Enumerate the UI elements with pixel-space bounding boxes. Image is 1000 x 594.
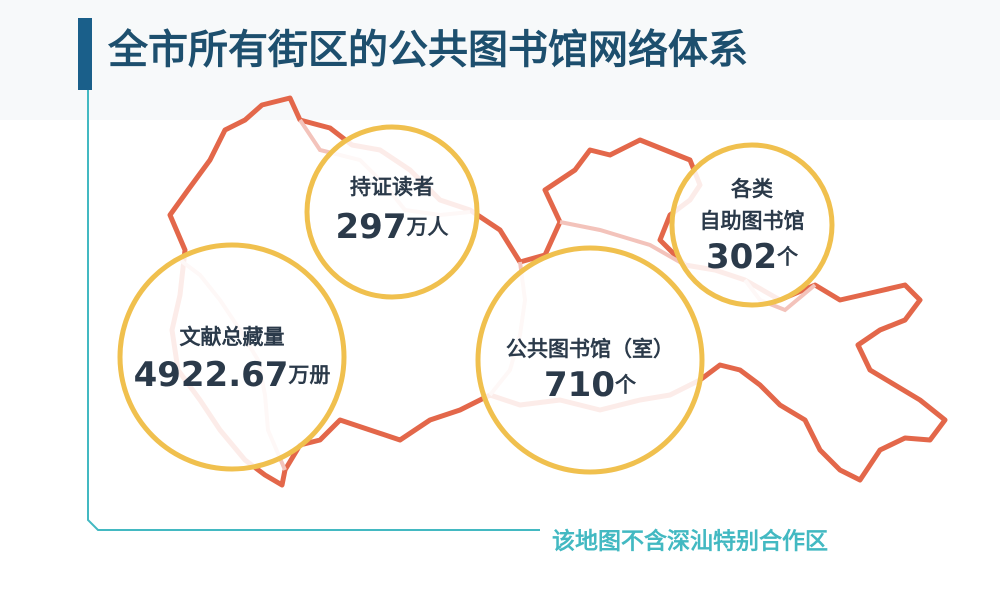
- guide-line: [87, 90, 540, 531]
- stat-value-line: 710个: [544, 365, 637, 405]
- stat-bubble: 持证读者 297万人: [304, 124, 480, 300]
- stat-unit: 万人: [405, 215, 448, 239]
- stat-unit: 万册: [287, 363, 330, 387]
- stat-unit: 个: [777, 245, 799, 269]
- footer-note: 该地图不含深汕特别合作区: [552, 528, 828, 555]
- stat-value-line: 297万人: [336, 207, 449, 247]
- stat-value: 4922.67: [134, 355, 289, 395]
- stat-bubble: 公共图书馆（室） 710个: [475, 245, 705, 475]
- bubble-circle: [475, 245, 705, 475]
- bubble-circle: [117, 242, 347, 472]
- district-border: [559, 220, 686, 267]
- bubble-circle: [304, 124, 480, 300]
- stat-value-line: 4922.67万册: [134, 355, 331, 395]
- stat-value: 297: [336, 207, 407, 247]
- stat-value: 302: [706, 237, 777, 277]
- stat-bubble: 各类 自助图书馆 302个: [669, 142, 835, 308]
- stat-unit: 个: [615, 373, 637, 397]
- stat-label: 公共图书馆（室）: [506, 337, 674, 361]
- title: 全市所有街区的公共图书馆网络体系: [107, 27, 748, 73]
- title-bar: [78, 18, 92, 90]
- stat-label: 自助图书馆: [700, 209, 805, 233]
- stat-bubble: 文献总藏量 4922.67万册: [117, 242, 347, 472]
- bubble-circle: [669, 142, 835, 308]
- stat-label: 各类: [730, 177, 774, 201]
- header-band: [0, 0, 1000, 120]
- stat-label: 文献总藏量: [180, 325, 285, 349]
- stat-value-line: 302个: [706, 237, 799, 277]
- stat-value: 710: [544, 365, 615, 405]
- stat-label: 持证读者: [350, 175, 434, 199]
